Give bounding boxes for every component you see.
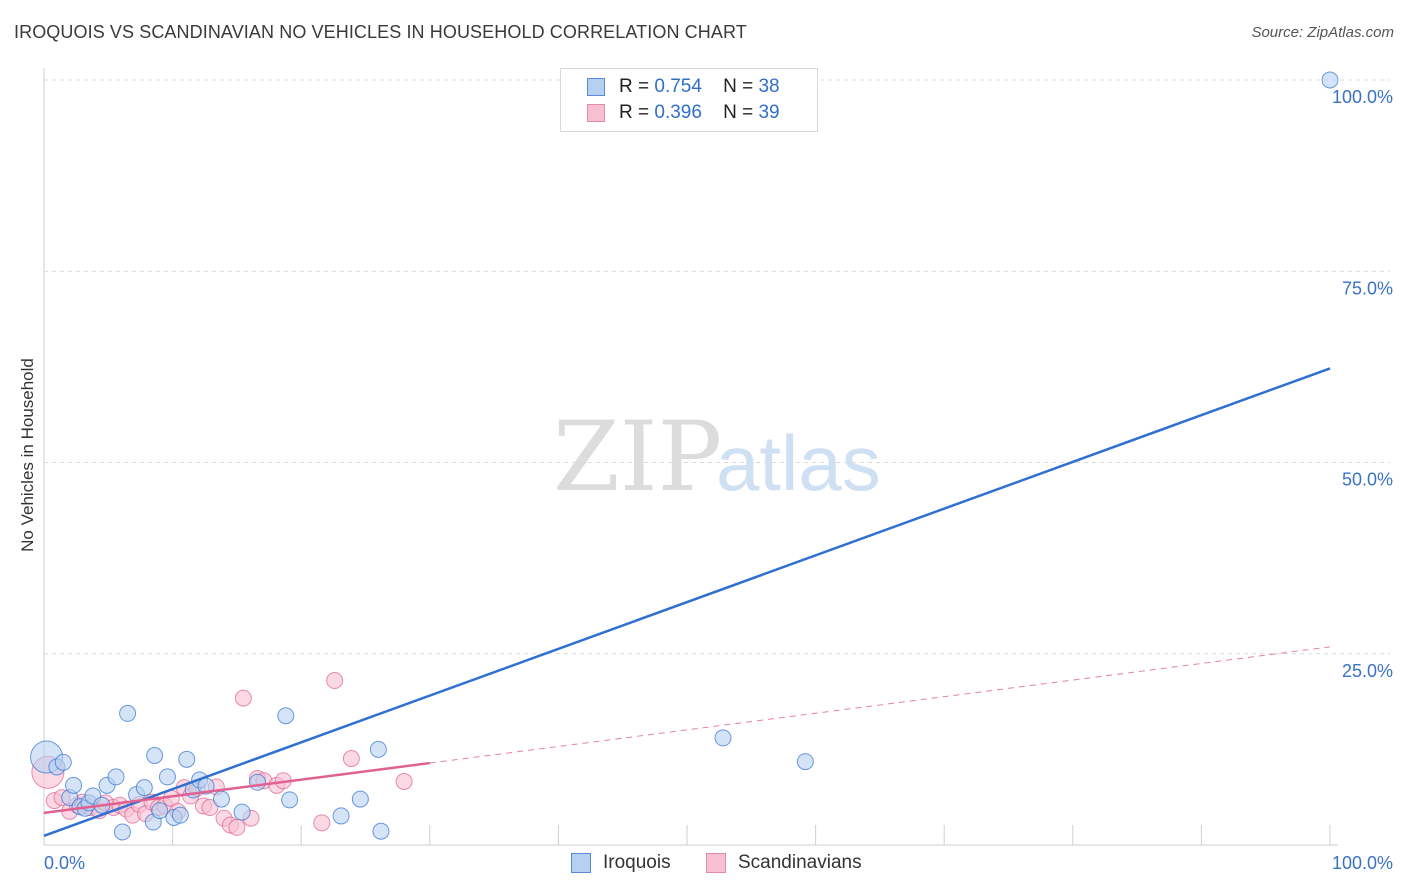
watermark: ZIP atlas	[553, 401, 881, 513]
y-tick-label: 100.0%	[1332, 87, 1393, 107]
point-iroquois	[332, 807, 350, 825]
bottom-legend-label-scandinavians: Scandinavians	[738, 852, 862, 873]
regression-line-scandinavians-extrapolated	[429, 646, 1331, 764]
point-iroquois	[65, 776, 83, 794]
legend-swatch-iroquois	[587, 78, 605, 96]
legend-r-value-scandinavians: 0.396	[654, 102, 702, 123]
point-iroquois	[135, 779, 153, 797]
x-tick-label-max: 100.0%	[1332, 853, 1393, 873]
point-iroquois	[277, 707, 295, 725]
point-iroquois	[1321, 71, 1339, 89]
watermark-zip: ZIP	[553, 401, 722, 513]
source-attribution: Source: ZipAtlas.com	[1251, 24, 1394, 41]
x-tick-label-min: 0.0%	[44, 853, 85, 873]
point-scandinavians	[342, 750, 360, 768]
watermark-atlas: atlas	[716, 419, 881, 507]
bottom-legend-label-iroquois: Iroquois	[603, 852, 671, 873]
legend: R = 0.754 N = 38 R = 0.396 N = 39	[560, 68, 818, 132]
point-scandinavians	[395, 773, 413, 791]
legend-n-label: N =	[723, 102, 754, 123]
point-scandinavians	[228, 818, 246, 836]
point-scandinavians	[313, 814, 331, 832]
regression-line-scandinavians	[43, 761, 430, 815]
x-tick-labels: 0.0% 100.0%	[44, 853, 1393, 873]
point-iroquois	[248, 773, 266, 791]
regression-line-iroquois	[43, 367, 1331, 837]
point-iroquois	[233, 803, 251, 821]
y-tick-label: 25.0%	[1342, 661, 1393, 681]
legend-n-value-iroquois: 38	[758, 76, 780, 97]
chart-title: IROQUOIS VS SCANDINAVIAN NO VEHICLES IN …	[14, 22, 747, 42]
legend-r-label: R =	[619, 102, 650, 123]
point-iroquois	[146, 746, 164, 764]
legend-r-label: R =	[619, 76, 650, 97]
point-iroquois	[54, 753, 72, 771]
regression-lines	[43, 367, 1331, 837]
point-scandinavians	[201, 799, 219, 817]
point-iroquois	[281, 791, 299, 809]
point-scandinavians	[326, 672, 344, 690]
point-iroquois	[372, 822, 390, 840]
legend-r-value-iroquois: 0.754	[654, 76, 702, 97]
point-iroquois	[171, 806, 189, 824]
y-tick-labels: 25.0% 50.0% 75.0% 100.0%	[1332, 87, 1393, 681]
point-iroquois	[113, 823, 131, 841]
point-iroquois	[351, 790, 369, 808]
point-iroquois	[714, 729, 732, 747]
bottom-legend-swatch-scandinavians	[706, 853, 726, 873]
point-scandinavians	[234, 689, 252, 707]
point-iroquois	[158, 768, 176, 786]
point-iroquois	[212, 790, 230, 808]
series-iroquois-points	[30, 71, 1339, 841]
point-iroquois	[178, 750, 196, 768]
y-tick-label: 75.0%	[1342, 278, 1393, 298]
legend-n-value-scandinavians: 39	[758, 102, 780, 123]
point-iroquois	[119, 704, 137, 722]
point-iroquois	[796, 753, 814, 771]
point-iroquois	[107, 768, 125, 786]
legend-n-label: N =	[723, 76, 754, 97]
bottom-legend-swatch-iroquois	[571, 853, 591, 873]
legend-swatch-scandinavians	[587, 104, 605, 122]
point-iroquois	[369, 740, 387, 758]
point-iroquois	[151, 802, 169, 820]
y-tick-label: 50.0%	[1342, 470, 1393, 490]
